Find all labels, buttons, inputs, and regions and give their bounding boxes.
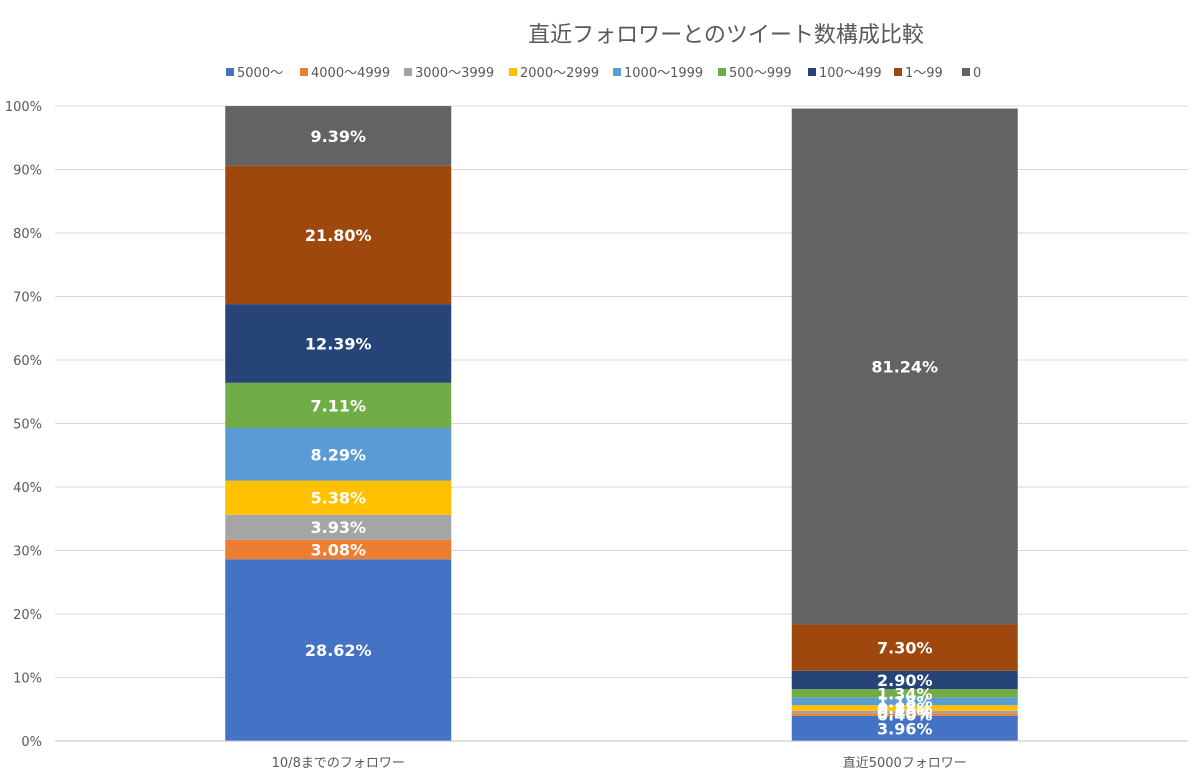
data-label-0-0: 28.62% — [305, 641, 372, 660]
legend-swatch-1 — [300, 68, 308, 76]
x-axis: 10/8までのフォロワー 直近5000フォロワー — [55, 740, 1188, 771]
data-label-1-4: 1.18% — [877, 692, 933, 711]
data-label-0-3: 5.38% — [310, 489, 366, 508]
chart-title: 直近フォロワーとのツイート数構成比較 — [528, 23, 924, 48]
data-label-1-0: 3.96% — [877, 719, 933, 738]
legend-label-1: 4000〜4999 — [311, 66, 390, 81]
y-tick-label-10: 100% — [5, 100, 42, 115]
data-label-1-8: 81.24% — [871, 357, 938, 376]
data-label-1-7: 7.30% — [877, 639, 933, 658]
data-label-0-6: 12.39% — [305, 334, 372, 353]
y-tick-label-4: 40% — [13, 481, 42, 496]
y-tick-label-6: 60% — [13, 354, 42, 369]
y-tick-label-3: 30% — [13, 545, 42, 560]
legend-swatch-0 — [226, 68, 234, 76]
bar-0-4 — [225, 427, 452, 481]
bar-1-1 — [791, 713, 1018, 716]
legend-swatch-3 — [509, 68, 517, 76]
legend-swatch-7 — [894, 68, 902, 76]
bars: 28.62% 3.08% 3.93% 5.38% 8.29% 7.11% 12.39% 21.… — [225, 106, 1018, 741]
data-label-0-7: 21.80% — [305, 226, 372, 245]
legend-label-2: 3000〜3999 — [415, 66, 494, 81]
bar-0-1 — [225, 539, 452, 560]
bar-0-2 — [225, 514, 452, 540]
legend-label-4: 1000〜1999 — [624, 66, 703, 81]
legend-swatch-4 — [613, 68, 621, 76]
data-label-1-2: 0.40% — [877, 703, 933, 722]
legend-swatch-5 — [718, 68, 726, 76]
y-tick-label-1: 10% — [13, 672, 42, 687]
bar-1-7 — [791, 624, 1018, 671]
y-tick-label-2: 20% — [13, 608, 42, 623]
legend-label-3: 2000〜2999 — [520, 66, 599, 81]
data-label-1-6: 2.90% — [877, 671, 933, 690]
legend-label-5: 500〜999 — [729, 66, 792, 81]
data-label-1-1: 0.40% — [877, 706, 933, 725]
y-tick-label-8: 80% — [13, 227, 42, 242]
legend-swatch-2 — [404, 68, 412, 76]
bar-0-7 — [225, 165, 452, 305]
legend-label-0: 5000〜 — [237, 66, 283, 81]
data-label-0-1: 3.08% — [310, 540, 366, 559]
x-category-label-1: 直近5000フォロワー — [843, 756, 967, 771]
y-tick-label-7: 70% — [13, 291, 42, 306]
y-tick-label-9: 90% — [13, 164, 42, 179]
data-label-0-5: 7.11% — [310, 396, 366, 415]
bar-0-5 — [225, 382, 452, 428]
bar-1-0 — [791, 715, 1018, 741]
data-label-1-3: 0.88% — [877, 699, 933, 718]
legend-swatch-6 — [808, 68, 816, 76]
legend-label-6: 100〜499 — [819, 66, 882, 81]
y-axis: 0% 10% 20% 30% 40% 50% 60% 70% 80% 90% 100% — [5, 100, 42, 750]
data-label-0-4: 8.29% — [310, 445, 366, 464]
legend: 5000〜 4000〜4999 3000〜3999 2000〜2999 1000〜199… — [226, 66, 981, 81]
bar-1-8 — [791, 108, 1018, 625]
bar-1-4 — [791, 697, 1018, 706]
bar-0-3 — [225, 480, 452, 515]
legend-label-7: 1〜99 — [905, 66, 943, 81]
gridlines — [55, 105, 1188, 678]
bar-1-3 — [791, 705, 1018, 711]
bar-1-2 — [791, 710, 1018, 714]
bar-1-6 — [791, 670, 1018, 690]
bar-0-6 — [225, 304, 452, 383]
x-category-label-0: 10/8までのフォロワー — [272, 756, 405, 771]
bar-0-0 — [225, 559, 452, 741]
bar-0-8 — [225, 106, 452, 166]
legend-label-8: 0 — [973, 66, 981, 81]
y-tick-label-5: 50% — [13, 418, 42, 433]
data-label-0-2: 3.93% — [310, 518, 366, 537]
bar-1-5 — [791, 689, 1018, 698]
data-label-1-5: 1.34% — [877, 684, 933, 703]
legend-swatch-8 — [962, 68, 970, 76]
data-label-0-8: 9.39% — [310, 127, 366, 146]
y-tick-label-0: 0% — [21, 735, 42, 750]
